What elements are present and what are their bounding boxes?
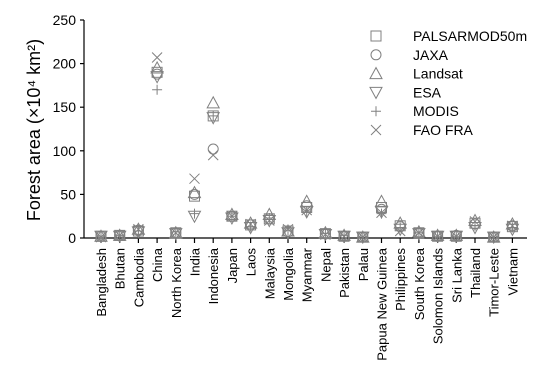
x-tick-label: Cambodia [131,247,146,307]
x-tick-label: Philippines [393,248,408,311]
legend-label-fao-fra: FAO FRA [413,122,474,138]
data-marks [94,52,520,245]
x-tick-label: Vietnam [505,248,520,295]
data-point-esa [150,71,164,84]
x-tick-label: India [188,247,203,276]
data-point-fao-fra [114,230,126,241]
data-point-fao-fra [133,223,144,235]
data-point-fao-fra [450,230,462,242]
data-point-fao-fra [320,229,331,240]
data-point-fao-fra [413,227,425,239]
data-point-fao-fra [95,231,107,243]
data-point-landsat [374,194,389,207]
data-point-landsat [206,95,221,109]
legend-marker-esa [369,86,383,100]
legend-label-modis: MODIS [413,103,459,119]
y-axis-title: Forest area (×10⁴ km²) [24,39,44,221]
axes: 0 50 100 150 200 250 Forest area (×10⁴ km²) Ban… [24,12,527,361]
data-point-fao-fra [376,207,387,219]
legend-marker-modis [371,106,381,117]
data-point-modis [339,230,350,241]
data-point-fao-fra [301,204,313,216]
data-point-modis [96,231,106,242]
x-tick-label: Laos [244,248,259,277]
data-point-jaxa [207,143,219,155]
y-tick-label: 0 [68,230,76,246]
x-tick-label: Palau [356,248,371,281]
data-point-modis [208,110,219,121]
x-tick-label: Solomon Islands [431,248,446,345]
legend: PALSARMOD50m JAXA Landsat ESA MODIS FAO FRA [369,28,527,138]
data-point-esa [374,206,389,219]
data-point-modis [264,212,275,223]
legend-label-palsarmod50m: PALSARMOD50m [413,28,527,44]
data-point-modis [170,226,181,237]
legend-marker-jaxa [370,49,382,61]
x-tick-label: Nepal [318,248,333,282]
data-point-fao-fra [226,210,238,222]
data-point-fao-fra [170,227,182,239]
data-point-modis [376,208,387,219]
data-point-fao-fra [394,225,406,237]
data-point-fao-fra [488,231,500,243]
data-point-fao-fra [245,218,256,230]
x-tick-label: Indonesia [206,247,221,304]
x-tick-label: Sri Lanka [449,247,464,303]
x-tick-label: Myanmar [300,247,315,302]
series-esa [94,71,520,245]
legend-marker-fao-fra [370,124,382,136]
x-tick-label: Bhutan [113,248,128,289]
data-point-fao-fra [469,216,481,227]
data-point-fao-fra [338,230,350,242]
data-point-modis [301,206,312,217]
data-point-jaxa [189,188,200,200]
x-tick-label: Pakistan [337,248,352,298]
x-tick-label: Papua New Guinea [375,247,390,361]
data-point-landsat [150,60,164,74]
data-point-landsat [187,185,202,199]
legend-label-esa: ESA [413,84,442,100]
data-point-modis [133,226,144,237]
data-point-fao-fra [263,215,275,226]
x-tick-label: Mongolia [281,247,296,301]
data-point-modis [507,222,518,233]
legend-marker-landsat [369,66,383,80]
data-point-modis [189,208,200,219]
data-point-fao-fra [357,231,369,243]
data-point-fao-fra [507,220,518,232]
x-tick-label: South Korea [412,247,427,320]
data-point-fao-fra [432,230,443,242]
data-point-modis [283,225,293,236]
y-tick-label: 250 [53,12,77,28]
data-point-modis [320,228,331,239]
legend-marker-palsarmod50m [370,30,382,42]
y-tick-label: 50 [60,186,76,202]
y-tick-label: 200 [53,56,77,72]
data-point-fao-fra [151,52,163,63]
x-tick-label: Japan [225,248,240,283]
data-point-modis [245,221,256,232]
legend-label-landsat: Landsat [413,66,463,82]
data-point-modis [470,220,480,231]
y-tick-label: 150 [53,99,77,115]
series-fao-fra [95,52,518,243]
x-tick-label: China [150,247,165,282]
legend-label-jaxa: JAXA [413,47,449,63]
x-tick-label: North Korea [169,247,184,318]
y-tick-label: 100 [53,143,77,159]
data-point-fao-fra [282,223,294,235]
data-point-fao-fra [207,149,219,161]
x-tick-label: Malaysia [262,247,277,299]
x-tick-label: Thailand [468,248,483,298]
x-tick-label: Bangladesh [94,248,109,317]
x-tick-label: Timor-Leste [487,248,502,317]
data-point-modis [152,84,163,95]
data-point-fao-fra [189,173,200,185]
